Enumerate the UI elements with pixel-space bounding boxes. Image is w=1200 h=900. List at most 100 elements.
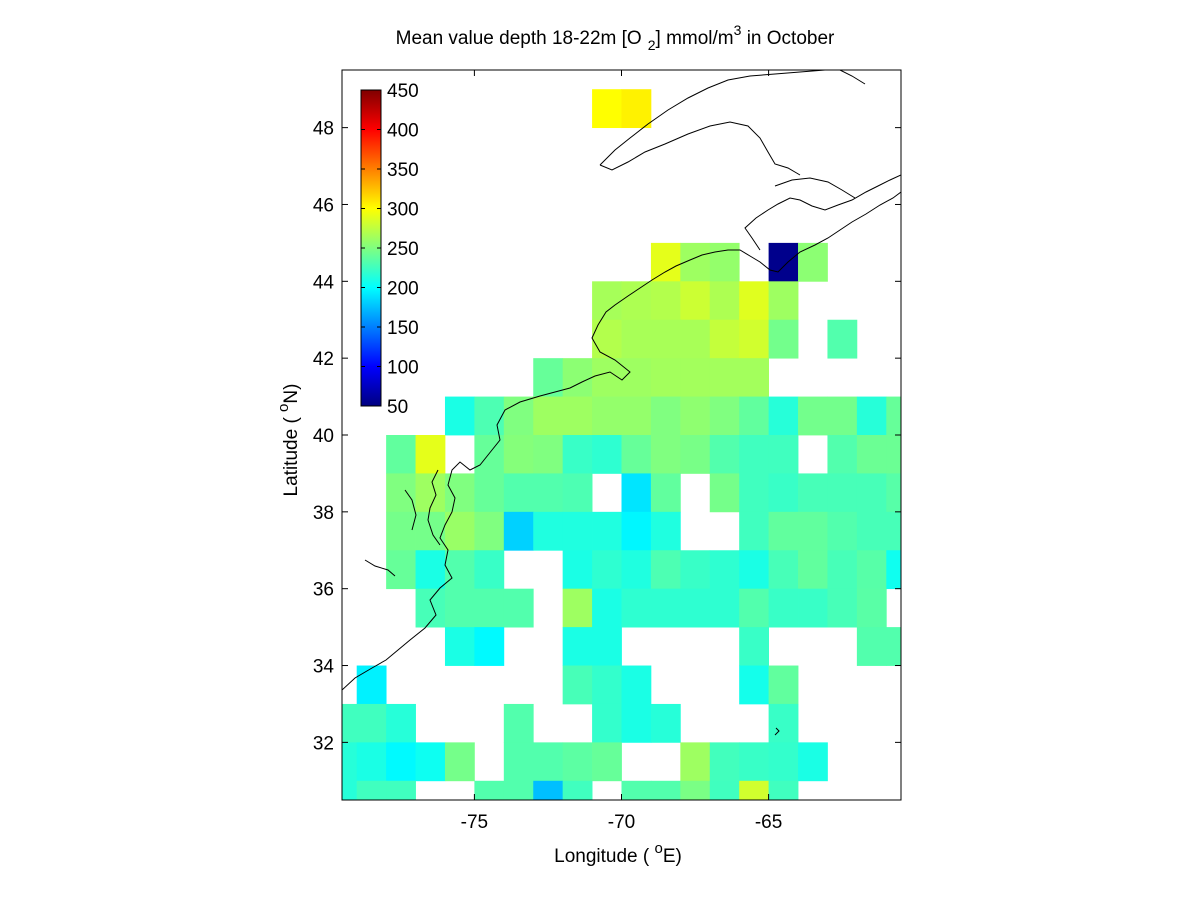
x-tick-label: -70 bbox=[608, 812, 635, 833]
y-axis-label: Latitude ( oN) bbox=[275, 384, 302, 497]
x-tick-label: -75 bbox=[461, 812, 488, 833]
heatmap-cell bbox=[768, 511, 799, 551]
heatmap-cell bbox=[768, 550, 799, 590]
y-tick-label: 40 bbox=[313, 426, 334, 447]
heatmap-cell bbox=[739, 435, 769, 474]
y-tick-label: 32 bbox=[313, 733, 334, 754]
heatmap-cell bbox=[621, 780, 652, 800]
heatmap-cell bbox=[827, 511, 858, 551]
heatmap-cell bbox=[356, 665, 387, 705]
heatmap-cell bbox=[562, 780, 593, 800]
chart-title: Mean value depth 18-22m [O 2] mmol/m3 in … bbox=[396, 22, 835, 53]
heatmap-cell bbox=[592, 435, 622, 474]
heatmap-cell bbox=[592, 703, 622, 743]
heatmap-cell bbox=[886, 511, 901, 551]
heatmap-cell bbox=[709, 281, 740, 321]
heatmap-cell bbox=[768, 319, 799, 359]
heatmap-cell bbox=[827, 550, 858, 590]
heatmap-cell bbox=[503, 511, 534, 551]
heatmap-cell bbox=[856, 396, 887, 436]
heatmap-cell bbox=[592, 627, 622, 666]
heatmap-cell bbox=[650, 396, 681, 436]
heatmap-cell bbox=[386, 435, 416, 474]
y-tick-label: 38 bbox=[313, 503, 334, 524]
heatmap-cell bbox=[650, 473, 681, 513]
heatmap-cell bbox=[827, 588, 858, 628]
heatmap-cell bbox=[886, 435, 901, 474]
heatmap-cell bbox=[356, 703, 387, 743]
heatmap-cell bbox=[798, 588, 828, 628]
heatmap-cell bbox=[621, 550, 652, 590]
heatmap-cell bbox=[827, 319, 858, 359]
heatmap-cell bbox=[474, 511, 505, 551]
heatmap-cell bbox=[474, 627, 505, 666]
heatmap-cell bbox=[386, 742, 416, 782]
y-tick-label: 46 bbox=[313, 195, 334, 216]
heatmap-cell bbox=[650, 435, 681, 474]
heatmap-cell bbox=[768, 665, 799, 705]
heatmap-cell bbox=[709, 473, 740, 513]
heatmap-cell bbox=[886, 396, 901, 436]
heatmap-cell bbox=[533, 742, 564, 782]
heatmap-cell bbox=[444, 396, 475, 436]
heatmap-cell bbox=[856, 511, 887, 551]
heatmap-cell bbox=[650, 281, 681, 321]
heatmap-cell bbox=[798, 473, 828, 513]
heatmap-cell bbox=[386, 511, 416, 551]
heatmap-cell bbox=[650, 358, 681, 397]
colorbar-tick-label: 400 bbox=[387, 121, 419, 142]
y-tick-label: 48 bbox=[313, 119, 334, 140]
colorbar-tick-label: 350 bbox=[387, 160, 419, 181]
heatmap-cell bbox=[621, 89, 652, 129]
heatmap-cell bbox=[356, 780, 387, 800]
heatmap-cell bbox=[650, 588, 681, 628]
heatmap-cell bbox=[709, 742, 740, 782]
heatmap-cell bbox=[768, 703, 799, 743]
heatmap-cell bbox=[621, 588, 652, 628]
heatmap-cell bbox=[503, 435, 534, 474]
heatmap-cell bbox=[856, 435, 887, 474]
heatmap-cell bbox=[768, 281, 799, 321]
heatmap-cell bbox=[386, 473, 416, 513]
heatmap-cell bbox=[827, 396, 858, 436]
heatmap-cell bbox=[474, 780, 505, 800]
heatmap-cell bbox=[592, 396, 622, 436]
heatmap-cell bbox=[798, 242, 828, 282]
heatmap-cell bbox=[739, 358, 769, 397]
heatmap-cell bbox=[739, 281, 769, 321]
heatmap-cell bbox=[650, 319, 681, 359]
heatmap-cell bbox=[680, 780, 711, 800]
heatmap-cell bbox=[621, 665, 652, 705]
colorbar-tick-label: 100 bbox=[387, 358, 419, 379]
heatmap-cell bbox=[342, 703, 358, 743]
heatmap-cell bbox=[415, 511, 446, 551]
heatmap-cell bbox=[680, 588, 711, 628]
heatmap-cell bbox=[768, 396, 799, 436]
heatmap-cell bbox=[768, 435, 799, 474]
heatmap-cell bbox=[768, 242, 799, 282]
heatmap-cell bbox=[415, 550, 446, 590]
heatmap-cell bbox=[680, 319, 711, 359]
y-tick-label: 34 bbox=[313, 657, 335, 678]
heatmap-cell bbox=[650, 511, 681, 551]
heatmap-cell bbox=[709, 550, 740, 590]
heatmap-cell bbox=[739, 742, 769, 782]
heatmap-cell bbox=[474, 396, 505, 436]
heatmap-cell bbox=[621, 703, 652, 743]
heatmap-cell bbox=[562, 473, 593, 513]
heatmap-cell bbox=[768, 742, 799, 782]
heatmap-cell bbox=[768, 473, 799, 513]
x-axis-label: Longitude ( oE) bbox=[554, 840, 682, 867]
heatmap-cell bbox=[386, 703, 416, 743]
heatmap-cell bbox=[592, 358, 622, 397]
heatmap-cell bbox=[650, 242, 681, 282]
heatmap-cell bbox=[739, 588, 769, 628]
heatmap-cell bbox=[444, 550, 475, 590]
heatmap-cell bbox=[650, 550, 681, 590]
heatmap-cell bbox=[798, 550, 828, 590]
heatmap-cell bbox=[533, 435, 564, 474]
heatmap-cell bbox=[739, 473, 769, 513]
heatmap-cell bbox=[562, 665, 593, 705]
heatmap-cell bbox=[798, 511, 828, 551]
heatmap-cell bbox=[503, 780, 534, 800]
